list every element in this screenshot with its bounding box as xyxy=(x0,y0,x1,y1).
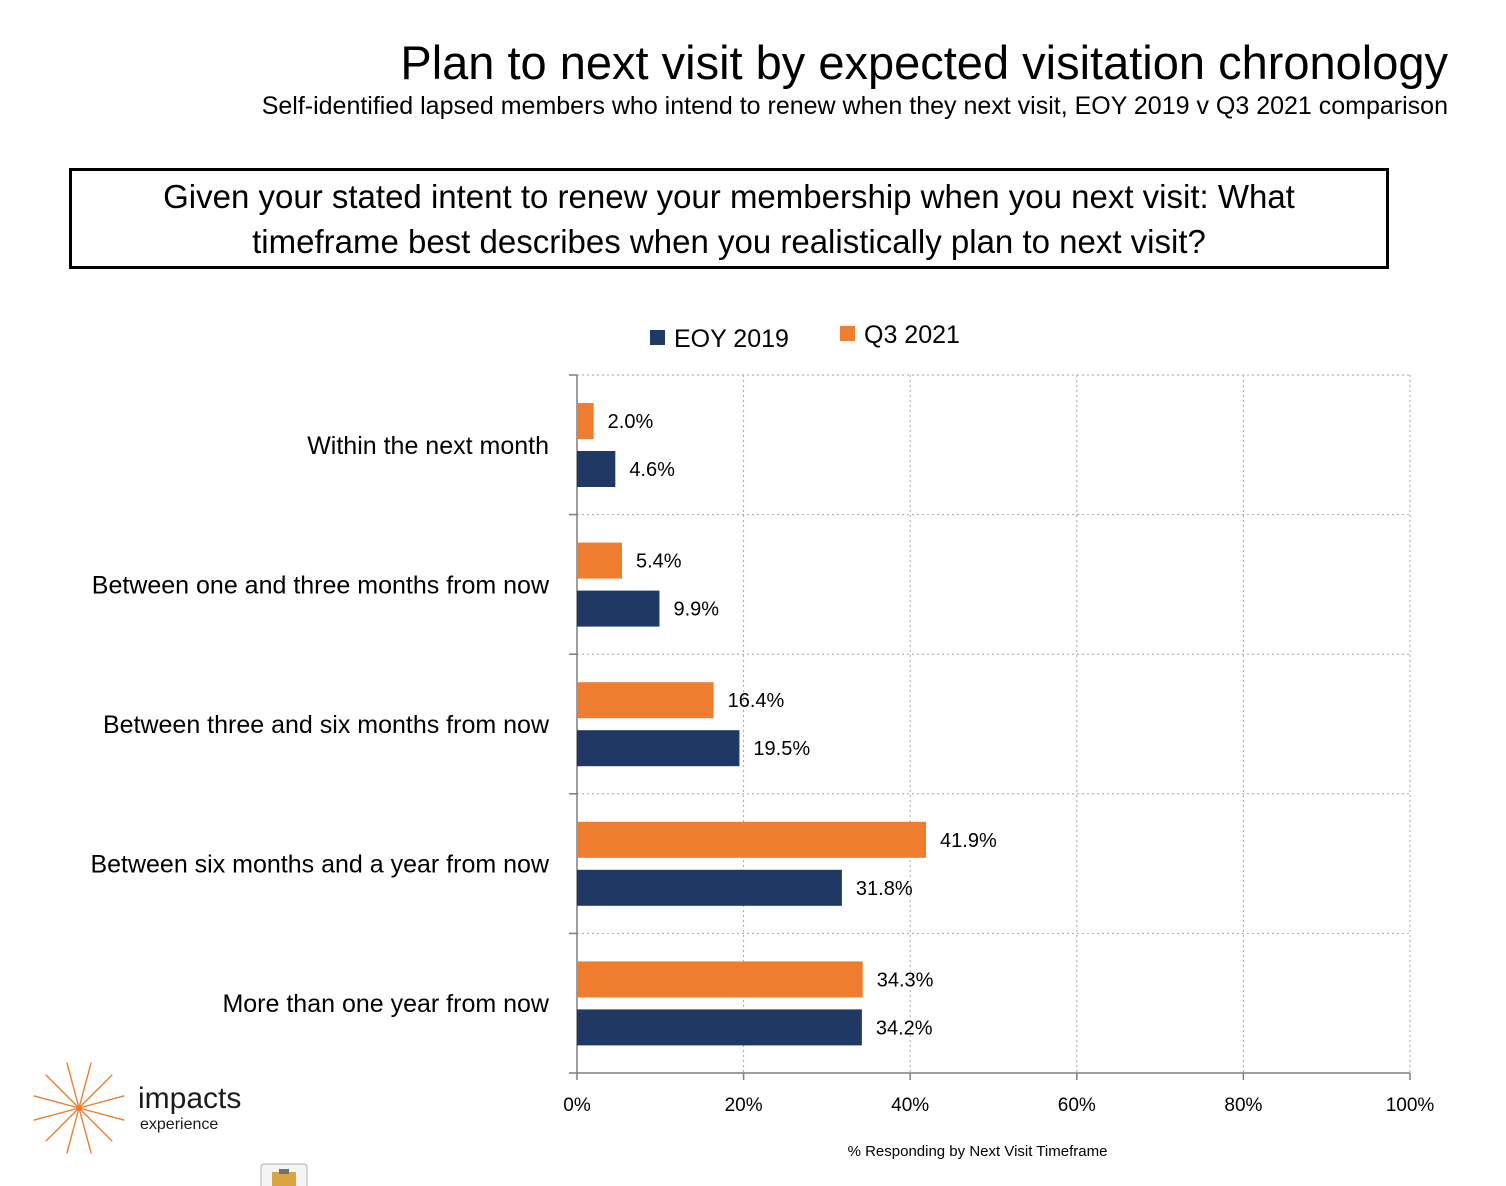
data-label: 34.2% xyxy=(876,1017,933,1039)
data-label: 9.9% xyxy=(673,599,719,621)
bar-eoy-2019 xyxy=(577,730,740,767)
x-tick-label: 20% xyxy=(725,1095,763,1116)
legend-swatch xyxy=(650,330,665,345)
legend-swatch xyxy=(840,326,855,341)
clipboard-icon xyxy=(260,1163,308,1186)
starburst-ray xyxy=(78,1095,125,1109)
data-label: 5.4% xyxy=(636,551,682,573)
data-label: 19.5% xyxy=(753,738,810,760)
x-tick-label: 40% xyxy=(891,1095,929,1116)
category-label: Between one and three months from now xyxy=(92,571,550,599)
starburst-ray xyxy=(33,1095,80,1109)
bars-layer xyxy=(577,403,927,1046)
x-tick-label: 0% xyxy=(563,1095,591,1116)
starburst-ray xyxy=(33,1107,80,1121)
legend-label: EOY 2019 xyxy=(674,325,789,353)
bar-q3-2021 xyxy=(577,682,714,719)
category-label: Between three and six months from now xyxy=(103,711,550,739)
starburst-ray xyxy=(78,1107,125,1121)
bar-q3-2021 xyxy=(577,961,863,998)
data-label: 31.8% xyxy=(856,878,913,900)
data-label: 34.3% xyxy=(877,969,934,991)
data-label: 16.4% xyxy=(728,690,785,712)
data-label: 2.0% xyxy=(608,411,654,433)
bar-eoy-2019 xyxy=(577,590,660,627)
logo-tagline: experience xyxy=(140,1116,218,1133)
category-label: More than one year from now xyxy=(222,990,549,1018)
logo-wordmark: impacts xyxy=(138,1082,241,1115)
category-label: Within the next month xyxy=(307,432,549,460)
bar-eoy-2019 xyxy=(577,451,616,487)
bar-q3-2021 xyxy=(577,821,927,858)
starburst-ray xyxy=(78,1107,113,1142)
starburst-ray xyxy=(45,1107,80,1142)
legend: EOY 2019 Q3 2021 xyxy=(650,321,960,353)
starburst-ray xyxy=(78,1062,92,1109)
x-tick-label: 100% xyxy=(1386,1095,1435,1116)
bar-q3-2021 xyxy=(577,403,594,439)
x-axis-title: % Responding by Next Visit Timeframe xyxy=(848,1143,1108,1160)
x-tick-label: 80% xyxy=(1224,1095,1262,1116)
chart-title: Plan to next visit by expected visitatio… xyxy=(400,36,1448,89)
starburst-ray xyxy=(78,1074,113,1109)
starburst-icon xyxy=(33,1062,125,1154)
starburst-ray xyxy=(66,1062,80,1109)
chart-subtitle: Self-identified lapsed members who inten… xyxy=(261,92,1448,120)
starburst-ray xyxy=(78,1107,92,1154)
category-label: Between six months and a year from now xyxy=(90,851,550,879)
grid-layer xyxy=(569,374,1411,1080)
bar-q3-2021 xyxy=(577,542,622,579)
legend-label: Q3 2021 xyxy=(864,321,960,349)
starburst-ray xyxy=(66,1107,80,1154)
bar-eoy-2019 xyxy=(577,869,842,906)
starburst-center xyxy=(76,1105,82,1111)
survey-question-box: Given your stated intent to renew your m… xyxy=(69,168,1389,269)
labels-layer: 0% 20% 40% 60% 80% 100% 2.0% 4.6% Within the nex… xyxy=(90,411,1434,1160)
bar-eoy-2019 xyxy=(577,1009,862,1046)
starburst-ray xyxy=(45,1074,80,1109)
clipboard-board xyxy=(272,1172,296,1186)
data-label: 41.9% xyxy=(940,830,997,852)
x-tick-label: 60% xyxy=(1058,1095,1096,1116)
survey-question-text: Given your stated intent to renew your m… xyxy=(163,177,1295,260)
data-label: 4.6% xyxy=(629,459,675,481)
clipboard-clip xyxy=(279,1169,289,1174)
